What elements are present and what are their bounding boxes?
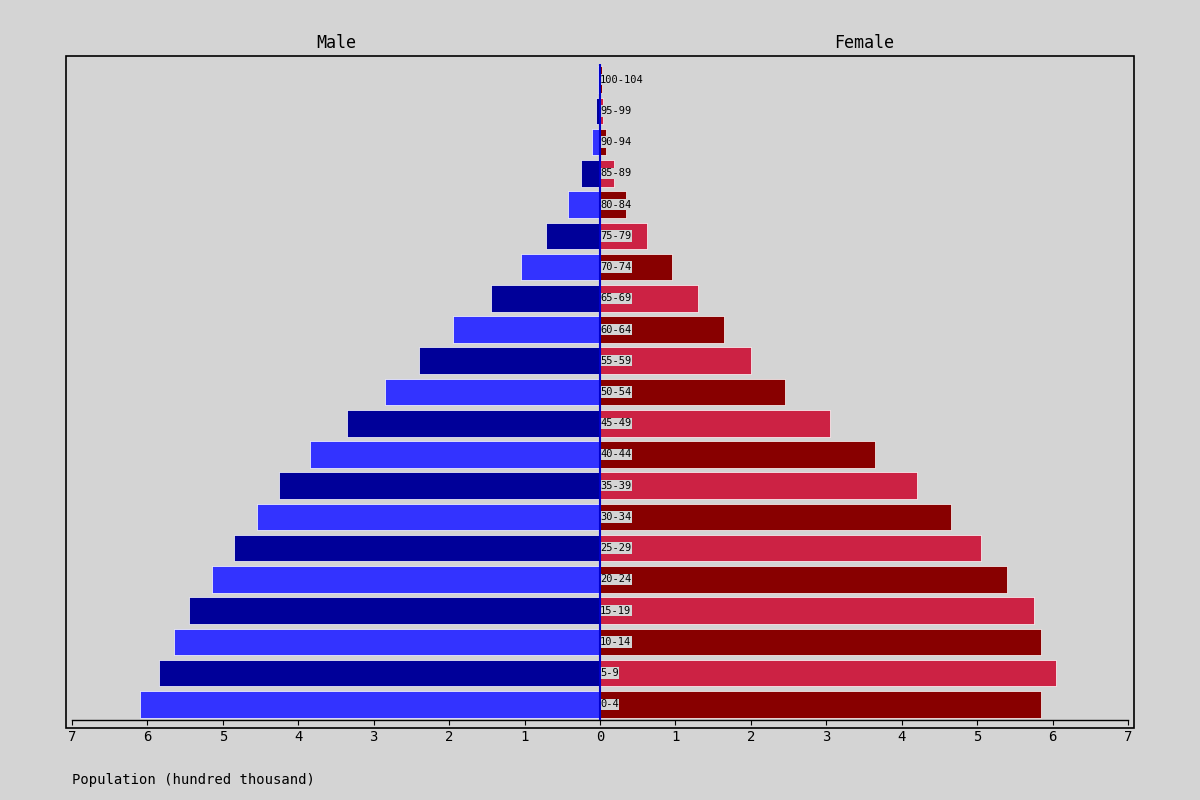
Bar <box>581 160 600 186</box>
Text: 50-54: 50-54 <box>600 387 631 397</box>
Bar <box>521 254 600 280</box>
Text: 75-79: 75-79 <box>600 231 631 241</box>
Text: Population (hundred thousand): Population (hundred thousand) <box>72 773 314 787</box>
Text: 70-74: 70-74 <box>600 262 631 272</box>
Text: 10-14: 10-14 <box>600 637 631 647</box>
Bar <box>158 660 600 686</box>
Bar <box>600 410 830 437</box>
Text: 95-99: 95-99 <box>600 106 631 116</box>
Bar <box>347 410 600 437</box>
Text: 90-94: 90-94 <box>600 137 631 147</box>
Bar <box>593 129 600 155</box>
Bar <box>546 222 600 249</box>
Text: 85-89: 85-89 <box>600 168 631 178</box>
Bar <box>211 566 600 593</box>
Bar <box>452 316 600 343</box>
Text: 40-44: 40-44 <box>600 450 631 459</box>
Text: 20-24: 20-24 <box>600 574 631 585</box>
Bar <box>600 660 1056 686</box>
Bar <box>600 629 1042 655</box>
Bar <box>600 316 725 343</box>
Bar <box>600 441 875 468</box>
Text: 15-19: 15-19 <box>600 606 631 616</box>
Bar <box>234 535 600 562</box>
Bar <box>600 98 604 124</box>
Text: 80-84: 80-84 <box>600 199 631 210</box>
Text: 35-39: 35-39 <box>600 481 631 490</box>
Bar <box>419 347 600 374</box>
Bar <box>140 691 600 718</box>
Bar <box>600 691 1042 718</box>
Bar <box>600 598 1033 624</box>
Text: 25-29: 25-29 <box>600 543 631 553</box>
Bar <box>600 254 672 280</box>
Bar <box>600 378 785 406</box>
Bar <box>491 285 600 311</box>
Text: 0-4: 0-4 <box>600 699 619 710</box>
Text: 30-34: 30-34 <box>600 512 631 522</box>
Bar <box>600 66 601 93</box>
Bar <box>310 441 600 468</box>
Bar <box>174 629 600 655</box>
Bar <box>600 160 613 186</box>
Bar <box>599 66 600 93</box>
Bar <box>600 347 751 374</box>
Bar <box>600 473 917 499</box>
Text: 65-69: 65-69 <box>600 294 631 303</box>
Bar <box>596 98 600 124</box>
Bar <box>600 566 1007 593</box>
Bar <box>569 191 600 218</box>
Text: 60-64: 60-64 <box>600 325 631 334</box>
Bar <box>600 222 647 249</box>
Bar <box>600 191 626 218</box>
Text: 5-9: 5-9 <box>600 668 619 678</box>
Bar <box>600 504 950 530</box>
Bar <box>600 129 606 155</box>
Text: Male: Male <box>316 34 356 52</box>
Bar <box>385 378 600 406</box>
Text: 45-49: 45-49 <box>600 418 631 428</box>
Bar <box>280 473 600 499</box>
Text: Female: Female <box>834 34 894 52</box>
Bar <box>257 504 600 530</box>
Bar <box>600 285 698 311</box>
Bar <box>188 598 600 624</box>
Bar <box>600 535 980 562</box>
Text: 55-59: 55-59 <box>600 356 631 366</box>
Text: 100-104: 100-104 <box>600 74 643 85</box>
